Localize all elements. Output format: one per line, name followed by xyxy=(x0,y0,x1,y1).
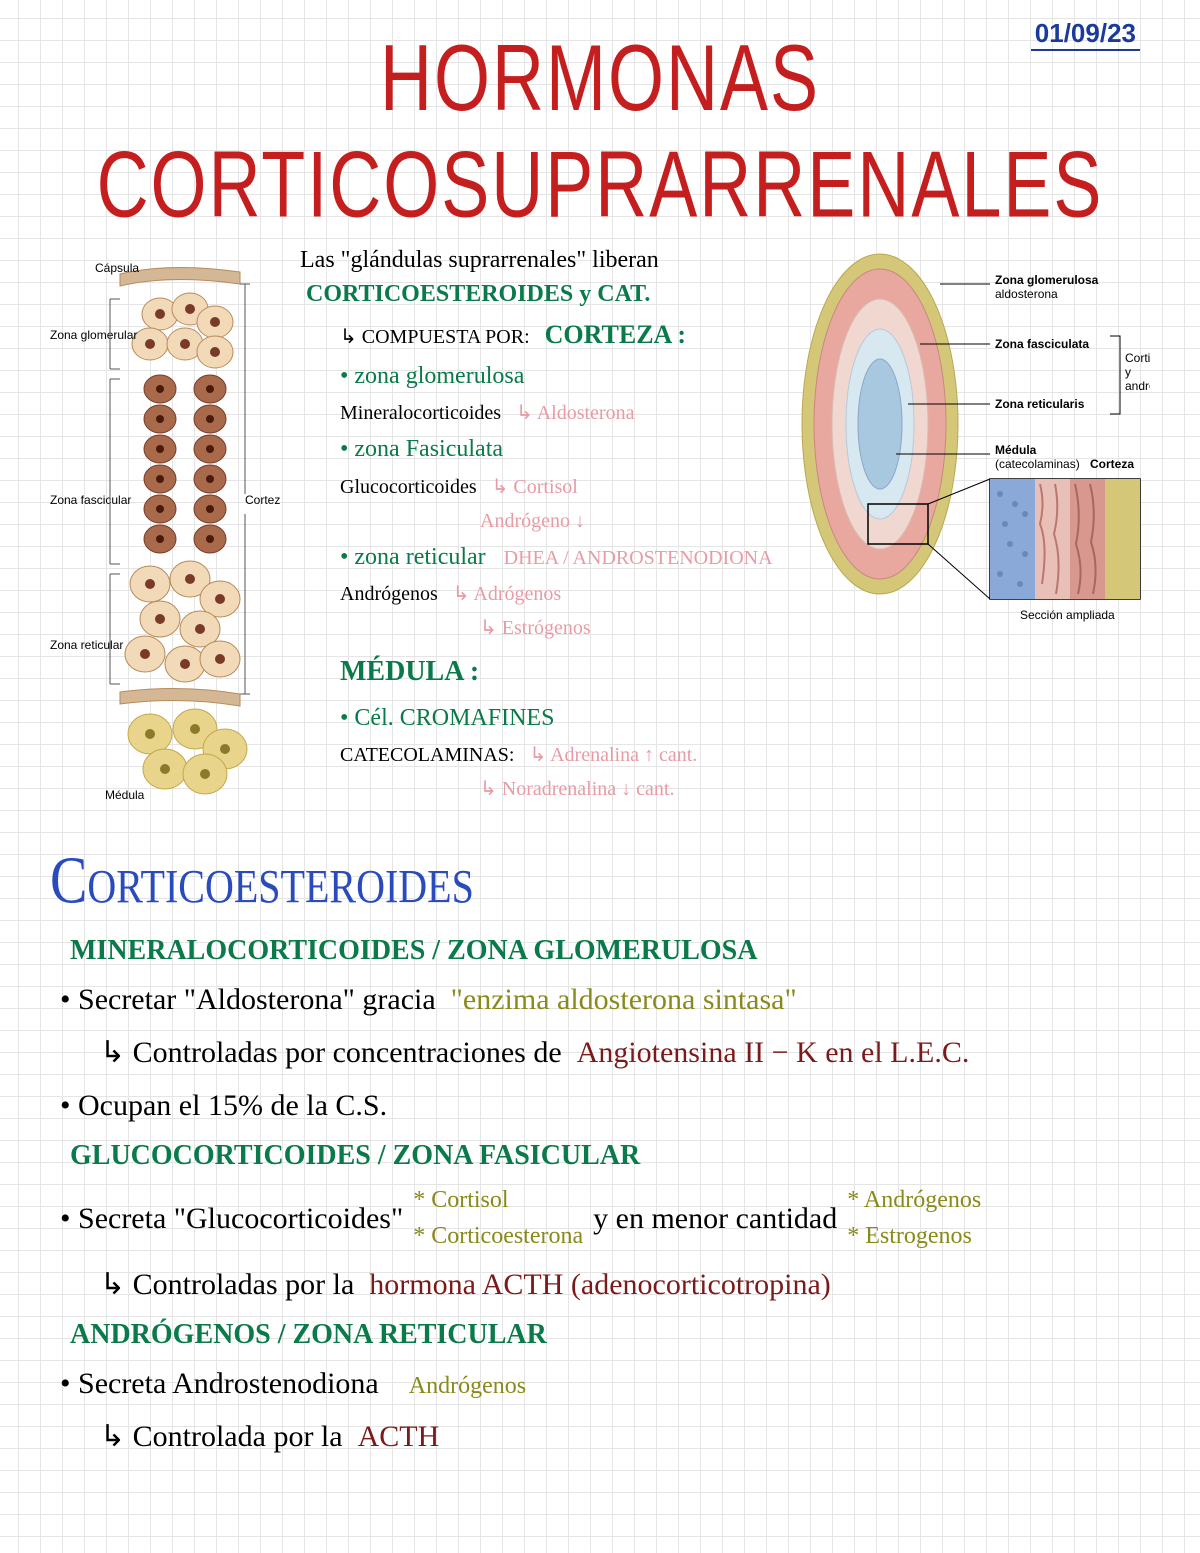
s1-l1a: • Secretar "Aldosterona" gracia xyxy=(60,983,436,1016)
adrenal-gland-diagram: Zona glomerulosa aldosterona Zona fascic… xyxy=(790,244,1150,664)
cat2: ↳ Noradrenalina ↓ cant. xyxy=(480,775,780,803)
label-right-zg-sub: aldosterona xyxy=(995,287,1058,301)
intro-text2: CORTICOESTEROIDES y CAT. xyxy=(306,281,650,307)
zg-sub1: Mineralocorticoides xyxy=(340,402,501,424)
zona-glomerular-cells xyxy=(132,293,233,368)
s3-l1b: Andrógenos xyxy=(409,1373,526,1399)
label-right-zg: Zona glomerulosa xyxy=(995,273,1099,287)
s2-l2a: ↳ Controladas por la xyxy=(100,1268,354,1301)
s2-l2b: hormona ACTH (adenocorticotropina) xyxy=(369,1268,831,1301)
zf-sub3: Andrógeno ↓ xyxy=(480,507,780,535)
zr-extra: DHEA / ANDROSTENODIONA xyxy=(504,547,773,569)
zr-sub2: ↳ Adrógenos xyxy=(453,583,561,605)
s3-l1a: • Secreta Androstenodiona xyxy=(60,1367,379,1400)
sub1: MINERALOCORTICOIDES / ZONA GLOMERULOSA xyxy=(70,935,1150,967)
s1-l2b: Angiotensina II − K en el L.E.C. xyxy=(577,1036,970,1069)
label-capsula: Cápsula xyxy=(95,261,139,275)
label-right-footer: Sección ampliada xyxy=(1020,608,1115,622)
adrenal-cortex-diagram: Cápsula Zona glomerular xyxy=(50,244,280,804)
intro-arrow: ↳ COMPUESTA POR: xyxy=(340,326,530,348)
zr-sub1: Andrógenos xyxy=(340,583,438,605)
sub3: ANDRÓGENOS / ZONA RETICULAR xyxy=(70,1319,1150,1351)
top-row: Cápsula Zona glomerular xyxy=(50,244,1150,809)
section2-header: CCORTICOESTEROIDESORTICOESTEROIDES xyxy=(50,843,474,920)
label-right-corteza: Corteza xyxy=(1090,457,1134,471)
main-title: HORMONAS CORTICOSUPRARRENALES xyxy=(50,25,1150,238)
s3-l2b: ACTH xyxy=(358,1420,440,1453)
label-right-medula: Médula xyxy=(995,443,1037,457)
corteza-label: CORTEZA : xyxy=(545,320,686,349)
label-right-side1: Cortisol xyxy=(1125,351,1150,365)
zr-line: • zona reticular xyxy=(340,544,486,570)
s2-l1f: * Estrogenos xyxy=(847,1218,981,1254)
zona-reticular-cells xyxy=(125,561,240,682)
section-corticoesteroides: CCORTICOESTEROIDESORTICOESTEROIDES MINER… xyxy=(50,819,1150,1459)
label-zr: Zona reticular xyxy=(50,638,123,652)
cat-label: CATECOLAMINAS: xyxy=(340,744,514,766)
label-corteza-left: Corteza xyxy=(245,493,280,507)
s1-l2a: ↳ Controladas por concentraciones de xyxy=(100,1036,562,1069)
sub2: GLUCOCORTICOIDES / ZONA FASICULAR xyxy=(70,1140,1150,1172)
cromafines: • Cél. CROMAFINES xyxy=(340,702,780,736)
label-right-side2: y xyxy=(1125,365,1131,379)
zr-sub3: ↳ Estrógenos xyxy=(480,614,780,642)
zg-sub2: ↳ Aldosterona xyxy=(516,402,634,424)
zf-sub2: ↳ Cortisol xyxy=(492,476,578,498)
s2-l1b: * Cortisol xyxy=(413,1182,583,1218)
medula-cells xyxy=(128,709,247,794)
label-right-side3: andrógenos xyxy=(1125,379,1150,393)
medula-label: MÉDULA : xyxy=(340,652,780,691)
s2-l1d: y en menor cantidad xyxy=(593,1196,837,1241)
label-right-zr: Zona reticularis xyxy=(995,397,1085,411)
label-right-zf: Zona fasciculata xyxy=(995,337,1089,351)
label-medula-left: Médula xyxy=(105,788,145,802)
label-zf: Zona fascicular xyxy=(50,493,131,507)
s2-l1a: • Secreta "Glucocorticoides" xyxy=(60,1196,403,1241)
s2-l1e: * Andrógenos xyxy=(847,1182,981,1218)
zf-sub1: Glucocorticoides xyxy=(340,476,477,498)
intro-text1: Las "glándulas suprarrenales" liberan xyxy=(300,247,659,273)
s2-l1c: * Corticoesterona xyxy=(413,1218,583,1254)
s1-l1b: "enzima aldosterona sintasa" xyxy=(451,983,797,1016)
zona-fascicular-cells xyxy=(144,374,226,564)
label-right-medula-sub: (catecolaminas) xyxy=(995,457,1080,471)
cat1: ↳ Adrenalina ↑ cant. xyxy=(529,744,697,766)
label-zg: Zona glomerular xyxy=(50,328,137,342)
page: 01/09/23 HORMONAS CORTICOSUPRARRENALES C… xyxy=(0,0,1200,1553)
zg-line: • zona glomerulosa xyxy=(340,360,780,394)
zf-line: • zona Fasiculata xyxy=(340,433,780,467)
center-notes: Las "glándulas suprarrenales" liberan CO… xyxy=(290,244,780,809)
s1-l3: • Ocupan el 15% de la C.S. xyxy=(60,1083,1150,1128)
s3-l2a: ↳ Controlada por la xyxy=(100,1420,343,1453)
